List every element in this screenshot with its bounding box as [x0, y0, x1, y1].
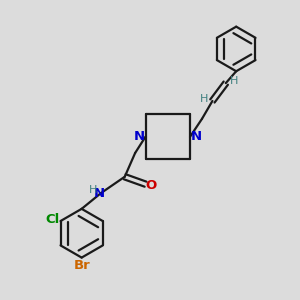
Text: N: N — [94, 187, 105, 200]
Text: N: N — [134, 130, 145, 143]
Text: H: H — [88, 184, 97, 194]
Text: H: H — [230, 76, 238, 86]
Text: Cl: Cl — [45, 213, 59, 226]
Text: H: H — [200, 94, 208, 103]
Text: O: O — [145, 179, 157, 192]
Text: N: N — [191, 130, 202, 143]
Text: Br: Br — [73, 259, 90, 272]
